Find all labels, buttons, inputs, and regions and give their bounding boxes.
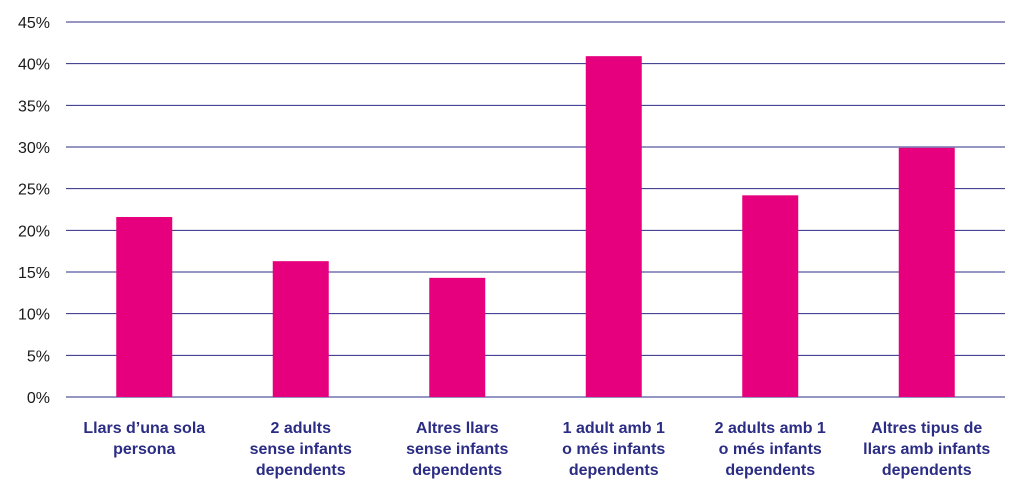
- x-category-label-line: Altres tipus de: [871, 420, 982, 437]
- x-category-label: Altres tipus de llars amb infants dependen…: [863, 420, 990, 479]
- x-category-label-line: o més infants: [562, 441, 665, 458]
- x-category-label-line: llars amb infants: [863, 441, 990, 458]
- y-tick-label: 25%: [18, 182, 50, 199]
- x-category-label: 2 adults amb 1 o més infants dependents: [715, 420, 826, 479]
- y-tick-label: 15%: [18, 265, 50, 282]
- x-category-label: Altres llars sense infants dependents: [406, 420, 508, 479]
- x-category-label: Llars d’una sola persona: [83, 420, 205, 458]
- y-tick-label: 45%: [18, 15, 50, 32]
- x-category-label-line: 2 adults amb 1: [715, 420, 826, 437]
- x-category-label-line: o més infants: [719, 441, 822, 458]
- x-category-label-line: 1 adult amb 1: [563, 420, 665, 437]
- x-axis-category-labels: Llars d’una sola persona 2 adults sense inf…: [83, 420, 990, 479]
- y-tick-label: 30%: [18, 140, 50, 157]
- x-category-label-line: 2 adults: [271, 420, 332, 437]
- x-category-label-line: persona: [113, 441, 175, 458]
- y-tick-label: 40%: [18, 57, 50, 74]
- x-category-label-line: sense infants: [406, 441, 508, 458]
- y-tick-label: 10%: [18, 307, 50, 324]
- gridlines: [66, 21, 1005, 398]
- bars: [116, 56, 955, 398]
- bar: [585, 56, 642, 398]
- y-tick-label: 5%: [27, 348, 50, 365]
- x-category-label: 1 adult amb 1 o més infants dependents: [562, 420, 665, 479]
- bar: [272, 261, 329, 397]
- bar: [742, 195, 799, 397]
- y-tick-label: 0%: [27, 390, 50, 407]
- bar: [116, 217, 173, 397]
- x-category-label-line: dependents: [412, 462, 502, 479]
- y-axis-tick-labels: 0% 5% 10% 15% 20% 25% 30% 35% 40% 45%: [18, 15, 50, 407]
- x-category-label-line: dependents: [725, 462, 815, 479]
- x-category-label-line: dependents: [256, 462, 346, 479]
- x-category-label-line: Llars d’una sola: [83, 420, 205, 437]
- x-category-label-line: dependents: [882, 462, 972, 479]
- x-category-label-line: sense infants: [250, 441, 352, 458]
- y-tick-label: 20%: [18, 223, 50, 240]
- x-category-label-line: dependents: [569, 462, 659, 479]
- x-category-label-line: Altres llars: [416, 420, 499, 437]
- bar: [898, 147, 955, 397]
- bar: [429, 277, 486, 397]
- x-category-label: 2 adults sense infants dependents: [250, 420, 352, 479]
- y-tick-label: 35%: [18, 98, 50, 115]
